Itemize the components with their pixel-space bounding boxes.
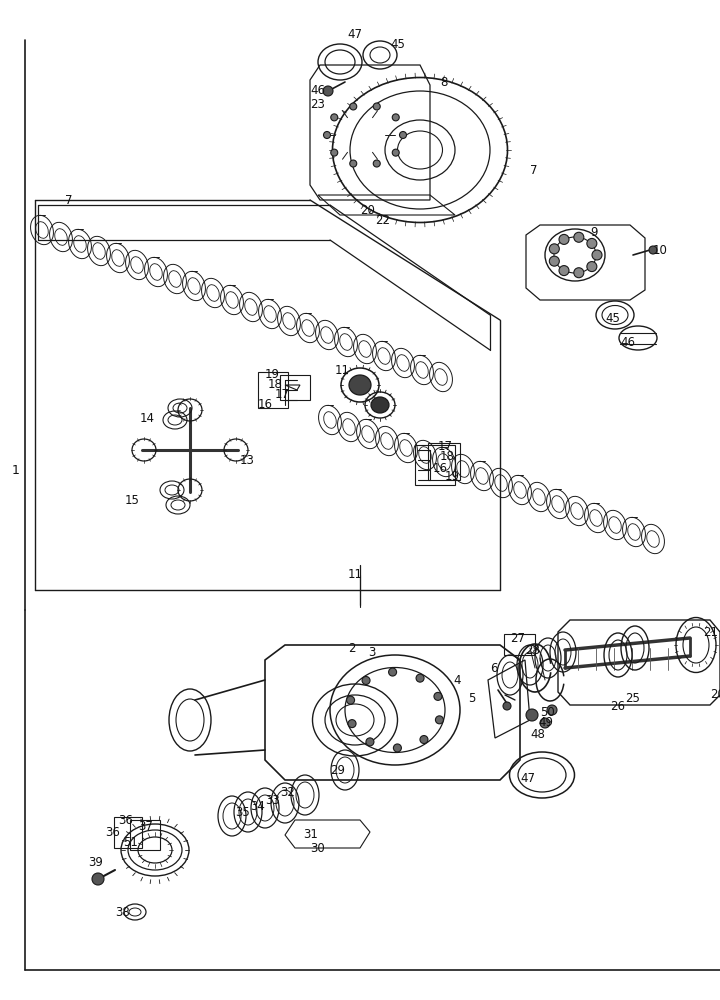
Text: 2: 2 [348,642,356,654]
Text: 4: 4 [453,674,461,686]
Circle shape [400,131,407,138]
Text: 33: 33 [265,794,280,806]
Text: 6: 6 [490,662,498,674]
Text: 17: 17 [275,388,290,401]
Circle shape [649,246,657,254]
Circle shape [587,238,597,248]
Circle shape [574,232,584,242]
Circle shape [392,114,400,121]
Circle shape [420,736,428,744]
Text: 47: 47 [520,772,535,784]
Circle shape [346,696,354,704]
Text: 50: 50 [540,706,554,718]
Circle shape [547,705,557,715]
Text: 16: 16 [258,398,273,412]
Text: 20: 20 [360,204,375,217]
Circle shape [436,716,444,724]
Text: 27: 27 [510,632,525,645]
Text: 16: 16 [433,462,448,475]
Text: 22: 22 [375,214,390,227]
Text: 37: 37 [138,820,153,832]
Text: 14: 14 [140,412,155,424]
Text: 36: 36 [105,826,120,838]
Text: 5: 5 [468,692,475,704]
Circle shape [323,131,330,138]
Text: 8: 8 [440,76,447,89]
Text: 49: 49 [538,716,553,728]
Text: 28: 28 [525,644,540,656]
Circle shape [392,149,400,156]
Text: 38: 38 [115,906,130,918]
Circle shape [526,709,538,721]
Circle shape [350,160,356,167]
Circle shape [323,86,333,96]
Circle shape [393,744,402,752]
Circle shape [592,250,602,260]
Text: 36: 36 [118,814,133,826]
Circle shape [540,718,550,728]
Text: 51: 51 [123,836,138,850]
Text: 45: 45 [390,38,405,51]
Text: 46: 46 [310,84,325,97]
Text: 18: 18 [440,450,455,464]
Circle shape [330,114,338,121]
Text: 31: 31 [303,828,318,842]
Circle shape [389,668,397,676]
Text: 23: 23 [310,99,325,111]
Circle shape [503,702,511,710]
Text: 29: 29 [330,764,345,776]
Text: 30: 30 [310,842,325,854]
Circle shape [350,103,356,110]
Text: 3: 3 [368,647,375,660]
Text: 11: 11 [348,568,363,582]
Text: 47: 47 [347,28,362,41]
Circle shape [434,692,442,700]
Text: 46: 46 [620,336,635,349]
Circle shape [559,266,569,276]
Text: 45: 45 [605,312,620,324]
Ellipse shape [371,397,389,413]
Text: 32: 32 [280,786,295,798]
Text: 26: 26 [610,700,625,712]
Text: 34: 34 [250,800,265,814]
Text: 48: 48 [530,728,545,740]
Text: 18: 18 [268,378,283,391]
Text: 25: 25 [625,692,640,704]
Text: 13: 13 [240,454,255,466]
Text: 10: 10 [653,243,668,256]
Text: 7: 7 [530,163,538,176]
Text: 17: 17 [438,440,453,454]
Text: 21: 21 [703,626,718,640]
Circle shape [373,103,380,110]
Circle shape [559,234,569,244]
Circle shape [92,873,104,885]
Text: 20: 20 [710,688,720,702]
Text: 19: 19 [445,471,460,484]
Text: 9: 9 [590,226,598,238]
Circle shape [416,674,424,682]
Circle shape [362,676,370,684]
Circle shape [549,244,559,254]
Text: 15: 15 [125,493,140,506]
Circle shape [348,720,356,728]
Text: 39: 39 [88,856,103,868]
Circle shape [373,160,380,167]
Text: 11: 11 [335,363,350,376]
Circle shape [366,738,374,746]
Text: 35: 35 [235,806,250,820]
Circle shape [549,256,559,266]
Text: 1: 1 [12,464,20,477]
Circle shape [574,268,584,278]
Circle shape [587,262,597,272]
Text: 7: 7 [65,194,73,207]
Text: 19: 19 [265,368,280,381]
Circle shape [330,149,338,156]
Ellipse shape [349,375,371,395]
